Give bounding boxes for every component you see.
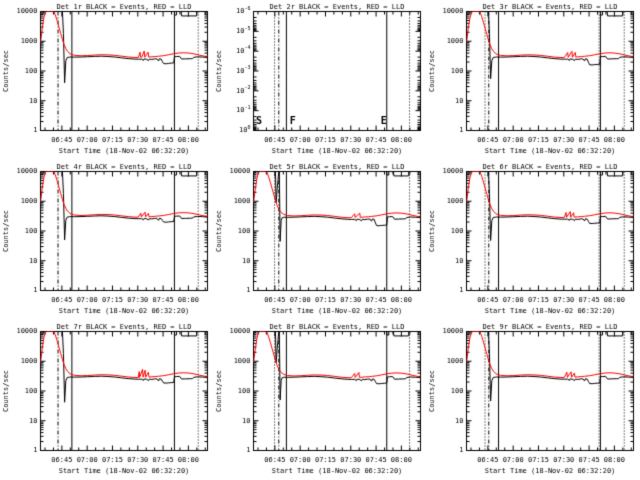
panel-det-7r bbox=[0, 320, 213, 480]
panel-det-1r bbox=[0, 0, 213, 160]
panel-det-6r bbox=[426, 160, 639, 320]
panel-det-9r bbox=[426, 320, 639, 480]
panel-det-3r bbox=[426, 0, 639, 160]
chart-det-7r bbox=[0, 320, 213, 480]
panel-det-8r bbox=[213, 320, 426, 480]
panel-det-2r bbox=[213, 0, 426, 160]
chart-det-8r bbox=[213, 320, 426, 480]
panel-det-5r bbox=[213, 160, 426, 320]
chart-det-2r bbox=[213, 0, 426, 160]
chart-det-3r bbox=[426, 0, 639, 160]
panel-det-4r bbox=[0, 160, 213, 320]
chart-det-9r bbox=[426, 320, 639, 480]
chart-det-4r bbox=[0, 160, 213, 320]
chart-det-1r bbox=[0, 0, 213, 160]
chart-det-6r bbox=[426, 160, 639, 320]
chart-det-5r bbox=[213, 160, 426, 320]
